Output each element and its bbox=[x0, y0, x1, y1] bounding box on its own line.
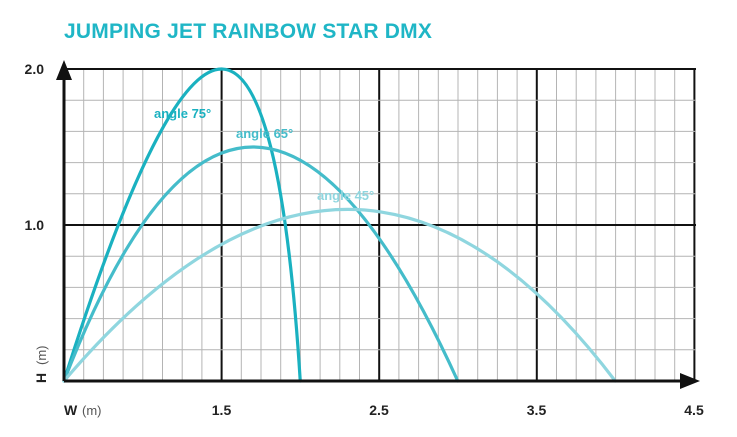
axes bbox=[56, 60, 700, 389]
series-label-3: angle 45° bbox=[317, 188, 374, 203]
x-tick-label: 3.5 bbox=[527, 402, 547, 418]
series-line-3 bbox=[62, 207, 617, 383]
series-label-2: angle 65° bbox=[236, 126, 293, 141]
chart-title: JUMPING JET RAINBOW STAR DMX bbox=[64, 20, 433, 43]
x-axis-arrow bbox=[680, 373, 700, 389]
series-line-1 bbox=[62, 67, 302, 383]
labels: 1.5 2.5 3.5 4.5 1.0 2.0 W (m) H (m) bbox=[25, 61, 704, 418]
curves: angle 75° angle 65° angle 45° bbox=[62, 67, 617, 383]
x-tick-label: 4.5 bbox=[684, 402, 704, 418]
x-tick-label: 2.5 bbox=[369, 402, 389, 418]
x-tick-label: 1.5 bbox=[212, 402, 232, 418]
y-tick-label: 1.0 bbox=[25, 217, 45, 233]
y-tick-label: 2.0 bbox=[25, 61, 45, 77]
series-label-1: angle 75° bbox=[154, 106, 211, 121]
series-line-2 bbox=[62, 145, 460, 383]
y-axis-arrow bbox=[56, 60, 72, 80]
y-axis-label: H bbox=[33, 373, 49, 383]
y-axis-unit: (m) bbox=[34, 346, 49, 366]
x-axis-label: W bbox=[64, 402, 78, 418]
x-axis-unit: (m) bbox=[82, 403, 102, 418]
